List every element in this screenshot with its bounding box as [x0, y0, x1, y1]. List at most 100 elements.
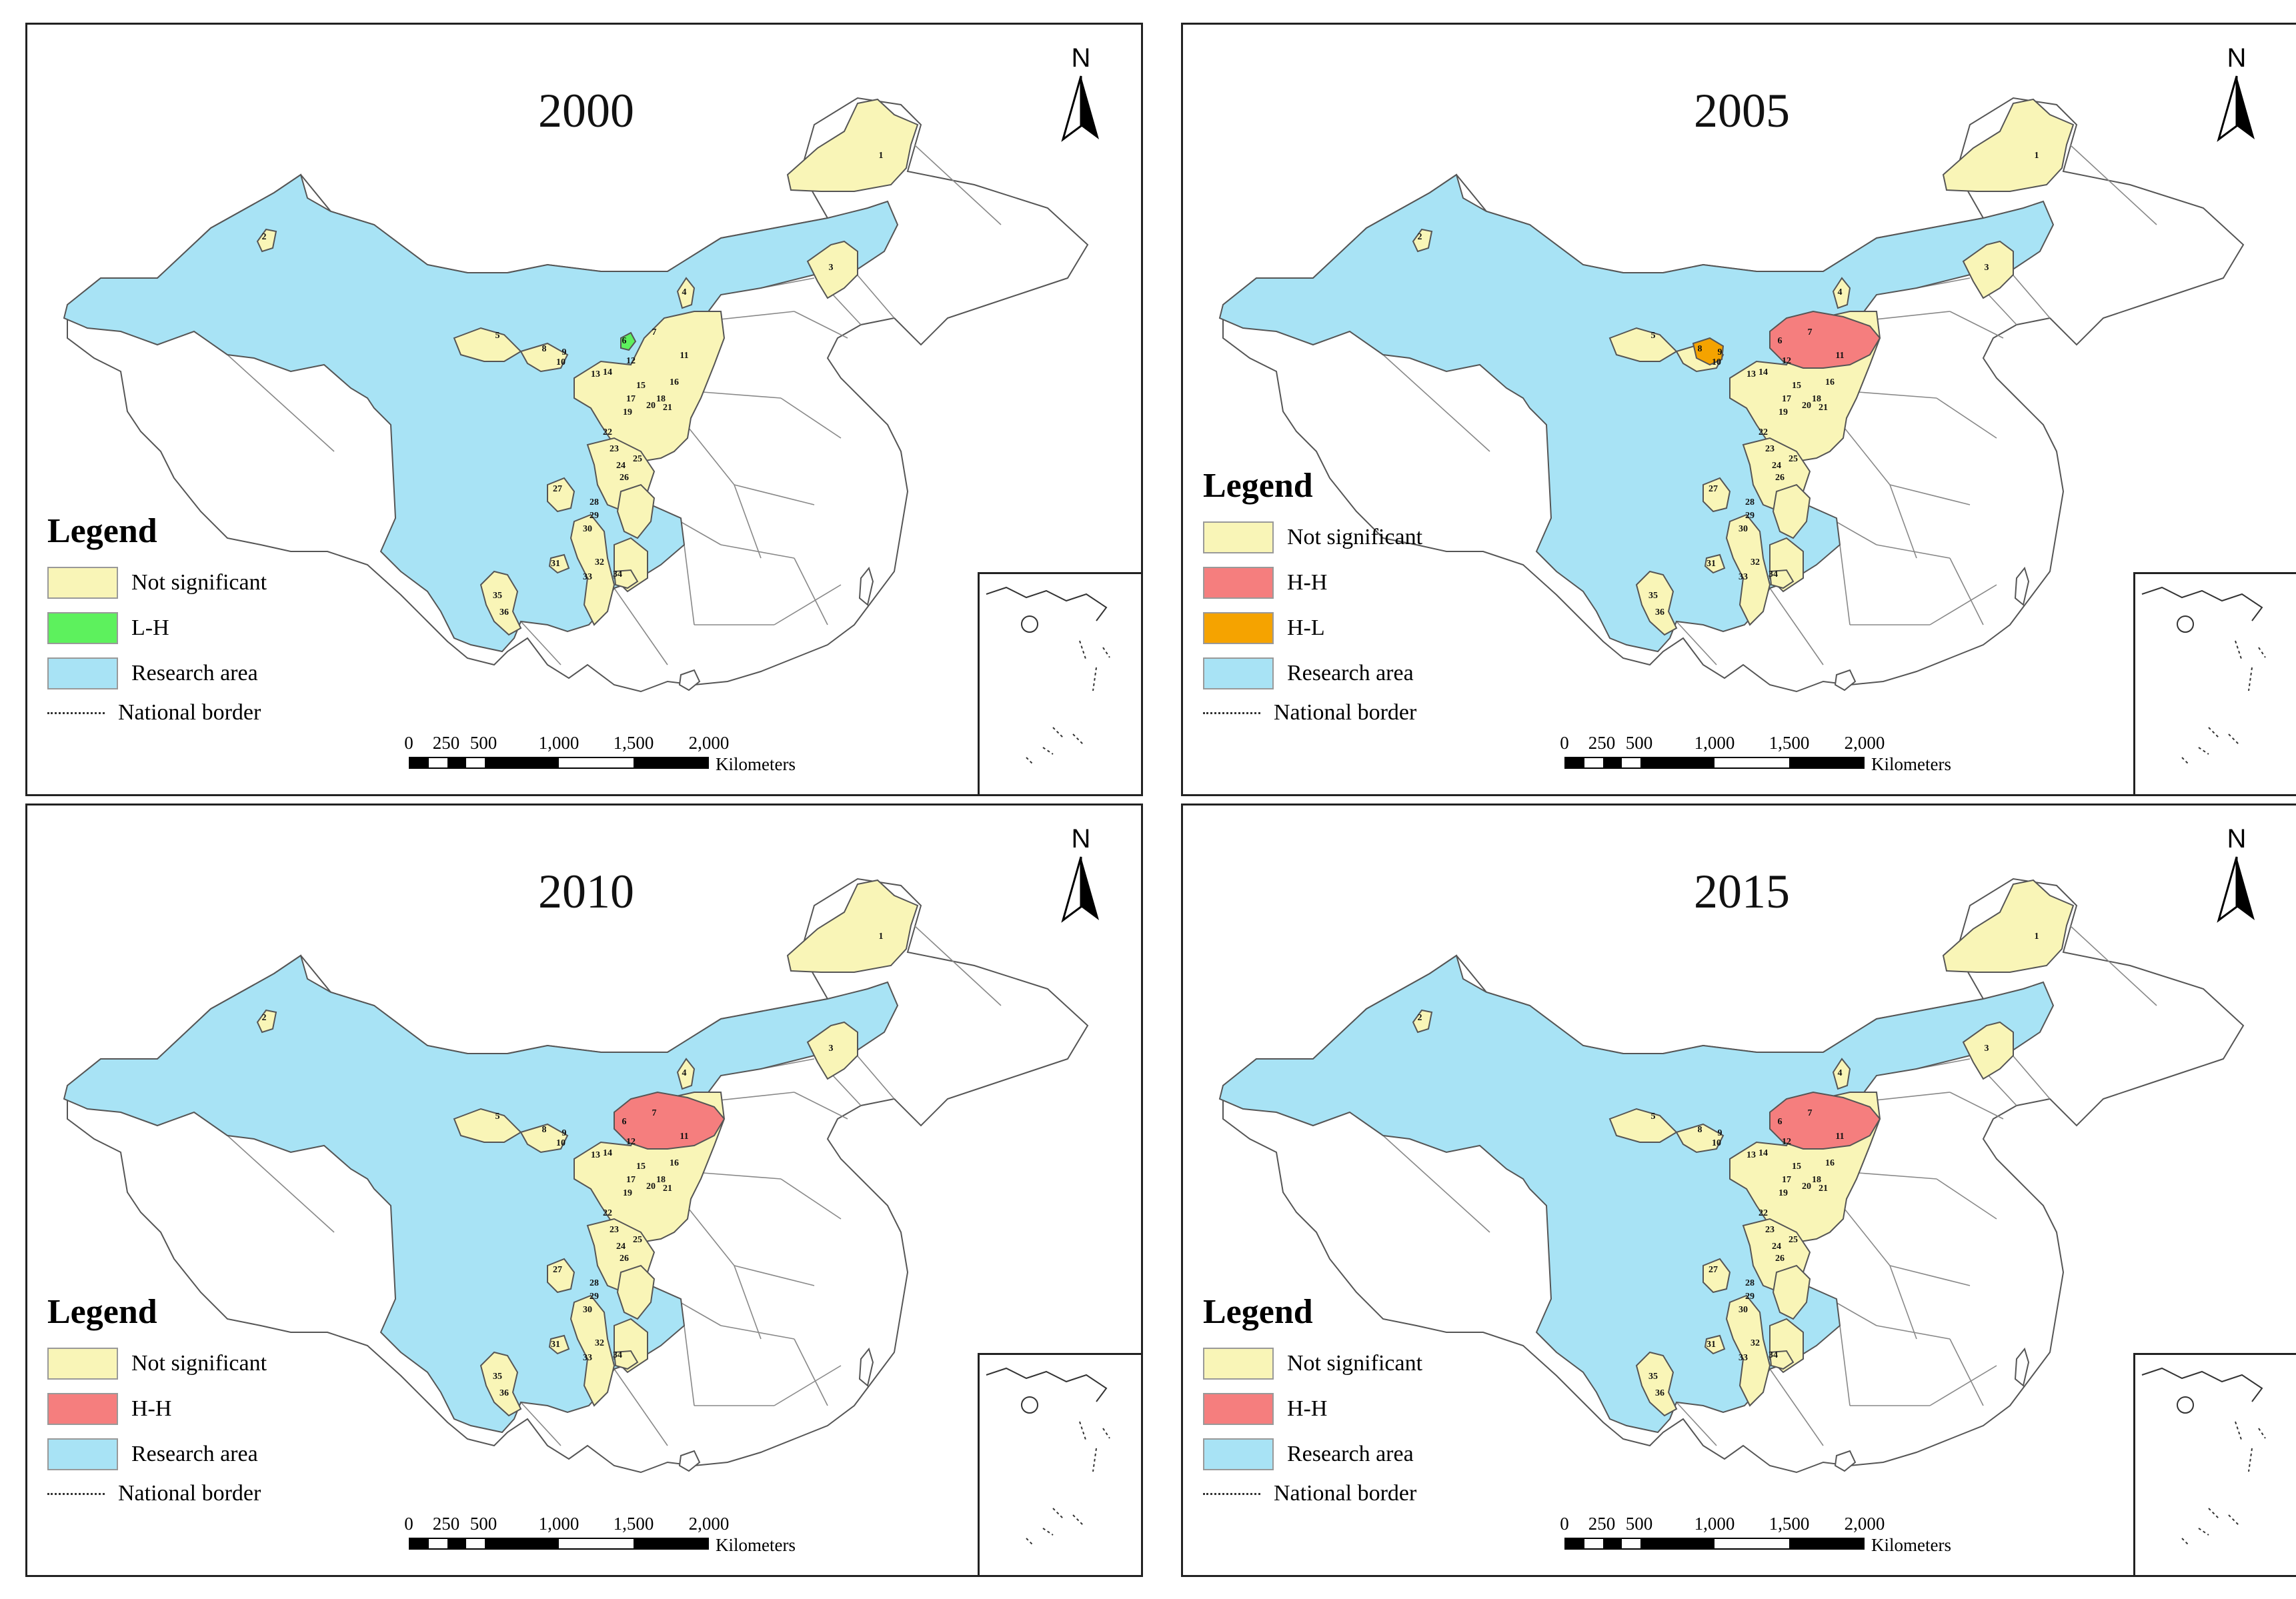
north-label: N: [1071, 824, 1091, 854]
city-label-36: 36: [499, 607, 509, 617]
legend-label: H-L: [1287, 615, 1325, 640]
scale-tick-label: 1,000: [538, 1514, 580, 1534]
province-boundary: [1836, 1198, 1891, 1266]
city-label-36: 36: [499, 1388, 509, 1398]
province-boundary: [2069, 144, 2157, 225]
not-significant-region: [616, 1264, 656, 1320]
city-label-29: 29: [590, 511, 599, 521]
city-label-30: 30: [1739, 1305, 1748, 1315]
city-label-19: 19: [623, 407, 632, 417]
scale-tick-label: 0: [404, 733, 413, 753]
legend-label: H-H: [131, 1396, 172, 1421]
legend-label: Research area: [131, 1442, 258, 1466]
city-label-16: 16: [1825, 1158, 1835, 1168]
scale-tick-label: 250: [432, 733, 460, 753]
city-label-13: 13: [1747, 1150, 1756, 1160]
city-label-3: 3: [829, 1044, 834, 1054]
not-significant-region: [1608, 1108, 1678, 1143]
not-significant-region: [1675, 1123, 1725, 1154]
legend-swatch: [47, 567, 118, 599]
city-label-9: 9: [1718, 347, 1723, 357]
city-label-9: 9: [562, 1128, 567, 1138]
north-arrow-icon: N: [1054, 43, 1108, 150]
legend-item: Not significant: [47, 560, 267, 605]
hainan-outline: [678, 669, 701, 691]
city-label-17: 17: [1782, 394, 1791, 404]
city-label-1: 1: [2035, 932, 2039, 942]
not-significant-region: [806, 1021, 858, 1080]
city-label-15: 15: [1792, 381, 1801, 391]
scale-bar-segments: [409, 1538, 709, 1550]
city-label-2: 2: [262, 1013, 267, 1023]
city-label-21: 21: [1819, 1184, 1828, 1194]
scale-tick-label: 1,500: [613, 733, 654, 753]
taiwan-outline: [858, 566, 874, 606]
city-label-9: 9: [562, 347, 567, 357]
city-label-32: 32: [595, 1338, 604, 1348]
scale-unit-label: Kilometers: [716, 1535, 796, 1555]
not-significant-region: [1635, 1351, 1678, 1417]
province-boundary: [1949, 1092, 2004, 1120]
city-label-26: 26: [620, 1254, 629, 1264]
city-label-8: 8: [542, 344, 547, 354]
province-boundary: [734, 484, 762, 559]
border-line-swatch: [1203, 1492, 1260, 1495]
not-significant-region: [547, 1258, 576, 1294]
city-label-31: 31: [551, 559, 560, 569]
scale-tick-label: 0: [1560, 733, 1569, 753]
province-boundary: [1839, 544, 1851, 625]
province-boundary: [1889, 1265, 1917, 1340]
city-label-18: 18: [656, 1175, 666, 1185]
north-label: N: [1071, 43, 1091, 73]
city-label-15: 15: [636, 1162, 646, 1172]
legend-swatch: [1203, 657, 1274, 689]
scale-tick-label: 2,000: [1844, 733, 1885, 753]
city-label-35: 35: [493, 591, 502, 601]
legend-swatch: [47, 1438, 118, 1470]
province-boundary: [520, 621, 561, 665]
hainan-outline: [1834, 669, 1857, 691]
city-label-25: 25: [1789, 1235, 1798, 1245]
city-label-35: 35: [1648, 591, 1658, 601]
city-label-31: 31: [1706, 559, 1716, 569]
city-label-24: 24: [616, 1242, 626, 1252]
scale-bar-segments: [1564, 1538, 1865, 1550]
city-label-12: 12: [626, 356, 636, 366]
province-boundary: [1949, 557, 1984, 625]
scale-tick-label: 500: [469, 733, 497, 753]
north-arrow-icon: N: [2210, 824, 2263, 931]
province-boundary: [780, 1178, 842, 1220]
hainan-outline: [1834, 1450, 1857, 1472]
south-china-sea-inset: [978, 1353, 1141, 1575]
city-label-7: 7: [1808, 327, 1813, 337]
scale-bar: 0 250 500 1,000 1,500 2,000 Kilometers: [1560, 733, 1978, 779]
scale-tick-label: 0: [404, 1514, 413, 1534]
not-significant-region: [613, 569, 639, 589]
not-significant-region: [1942, 879, 2075, 973]
province-boundary: [854, 1052, 895, 1100]
legend-swatch: [1203, 1438, 1274, 1470]
province-boundary: [1936, 1178, 1997, 1220]
not-significant-region: [676, 1058, 696, 1090]
not-significant-region: [256, 1009, 277, 1034]
not-significant-region: [1772, 483, 1811, 539]
province-boundary: [794, 311, 848, 339]
legend-item: Not significant: [1203, 515, 1422, 560]
city-label-7: 7: [652, 327, 657, 337]
city-label-33: 33: [583, 1353, 592, 1363]
city-label-34: 34: [1769, 1350, 1778, 1360]
province-boundary: [1839, 1325, 1851, 1406]
city-label-8: 8: [1698, 1125, 1702, 1135]
map-legend: Legend Not significant H-H Research area Nat…: [47, 1292, 267, 1510]
city-label-22: 22: [603, 1208, 612, 1218]
city-label-32: 32: [1751, 557, 1760, 567]
city-label-26: 26: [1775, 1254, 1785, 1264]
legend-item: Research area: [47, 1432, 267, 1477]
legend-border-item: National border: [1203, 696, 1422, 729]
city-label-21: 21: [663, 1184, 672, 1194]
legend-label: Research area: [1287, 1442, 1414, 1466]
province-boundary: [684, 1325, 695, 1406]
not-significant-region: [1725, 513, 1771, 626]
province-boundary: [680, 417, 735, 485]
